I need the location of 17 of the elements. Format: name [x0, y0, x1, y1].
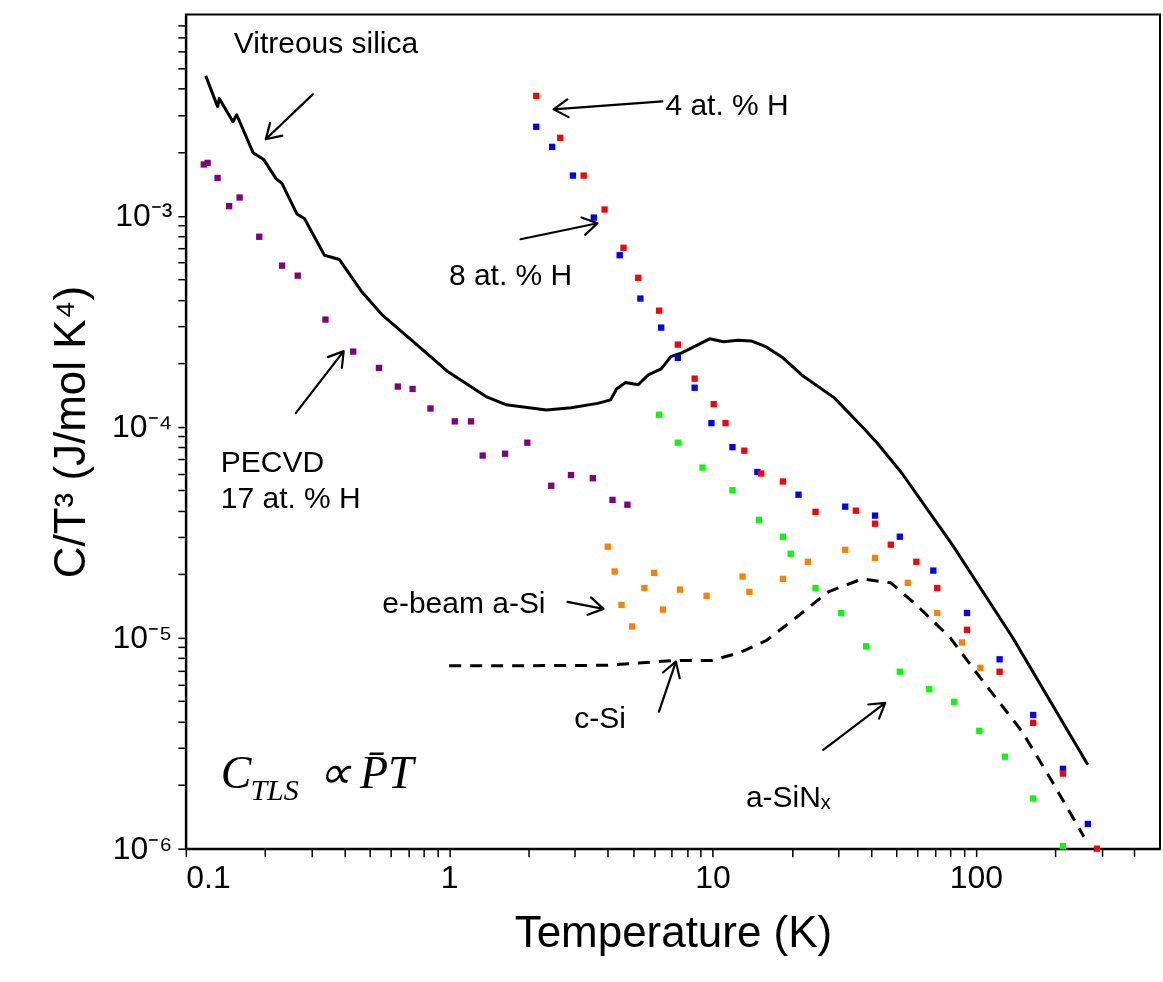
annotation: PECVD 17 at. % H [220, 445, 361, 514]
y-tick-label: 10⁻⁴ [112, 408, 173, 445]
x-tick-label: 0.1 [186, 859, 231, 896]
x-axis-title: Temperature (K) [514, 907, 833, 957]
x-tick-label: 100 [949, 859, 1004, 896]
y-tick-label: 10⁻³ [115, 197, 173, 234]
annotation: Vitreous silica [233, 26, 419, 60]
annotation: c-Si [574, 700, 626, 734]
annotation: a-SiNₓ [745, 779, 831, 813]
annotation: e-beam a-Si [382, 585, 546, 619]
y-tick-label: 10⁻⁶ [112, 830, 173, 867]
annotation: 4 at. % H [665, 88, 789, 122]
x-tick-label: 10 [695, 859, 731, 896]
annotation: 8 at. % H [448, 258, 573, 292]
x-tick-label: 1 [440, 859, 459, 896]
y-tick-label: 10⁻⁵ [112, 619, 173, 656]
y-axis-title: C/T³ (J/mol K⁴) [45, 285, 95, 579]
